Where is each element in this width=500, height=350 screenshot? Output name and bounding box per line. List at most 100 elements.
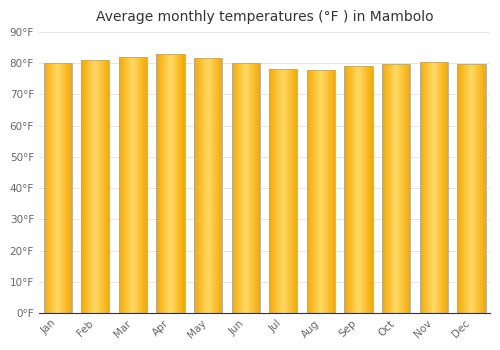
Bar [86,60,87,313]
Bar [317,70,318,313]
Bar [180,54,181,313]
Bar [402,64,404,313]
Bar [398,64,399,313]
Bar [256,63,257,313]
Bar [369,66,370,313]
Bar [100,60,101,313]
Bar [277,69,278,313]
Bar [367,66,368,313]
Bar [49,63,50,313]
Bar [328,70,330,313]
Bar [240,63,241,313]
Bar [258,63,259,313]
Bar [52,63,54,313]
Bar [276,69,277,313]
Bar [352,66,353,313]
Bar [138,57,139,313]
Bar [443,62,444,313]
Bar [137,57,138,313]
Bar [406,64,407,313]
Bar [200,58,201,313]
Bar [125,57,126,313]
Bar [96,60,98,313]
Bar [206,58,208,313]
Bar [56,63,57,313]
Bar [238,63,240,313]
Bar [397,64,398,313]
Bar [209,58,210,313]
Bar [321,70,322,313]
Bar [145,57,146,313]
Bar [270,69,272,313]
Bar [387,64,388,313]
Bar [355,66,356,313]
Bar [45,63,46,313]
Bar [309,70,310,313]
Bar [183,54,184,313]
Bar [143,57,144,313]
Bar [459,64,460,313]
Bar [333,70,334,313]
Bar [323,70,324,313]
Bar [208,58,209,313]
Bar [156,54,157,313]
Bar [473,64,474,313]
Bar [346,66,348,313]
Bar [421,62,422,313]
Bar [428,62,429,313]
Bar [254,63,255,313]
Bar [232,63,233,313]
Bar [250,63,252,313]
Bar [401,64,402,313]
Bar [194,58,196,313]
Bar [246,63,247,313]
Bar [316,70,317,313]
Bar [166,54,167,313]
Bar [394,64,395,313]
Bar [172,54,174,313]
Bar [179,54,180,313]
Bar [392,64,394,313]
Bar [133,57,134,313]
Bar [431,62,432,313]
Bar [482,64,483,313]
Bar [127,57,128,313]
Bar [291,69,292,313]
Bar [485,64,486,313]
Bar [50,63,51,313]
Bar [255,63,256,313]
Bar [202,58,203,313]
Bar [57,63,58,313]
Bar [471,64,472,313]
Bar [99,60,100,313]
Bar [61,63,62,313]
Bar [426,62,427,313]
Bar [436,62,438,313]
Bar [274,69,275,313]
Bar [119,57,147,313]
Bar [174,54,176,313]
Bar [312,70,313,313]
Bar [235,63,236,313]
Bar [121,57,122,313]
Bar [178,54,179,313]
Bar [477,64,478,313]
Bar [350,66,351,313]
Bar [88,60,89,313]
Bar [474,64,475,313]
Bar [142,57,143,313]
Bar [280,69,281,313]
Bar [139,57,140,313]
Bar [257,63,258,313]
Bar [330,70,331,313]
Bar [404,64,406,313]
Bar [87,60,88,313]
Bar [458,64,485,313]
Bar [357,66,358,313]
Bar [399,64,400,313]
Bar [282,69,284,313]
Bar [429,62,430,313]
Bar [465,64,466,313]
Bar [441,62,442,313]
Bar [131,57,132,313]
